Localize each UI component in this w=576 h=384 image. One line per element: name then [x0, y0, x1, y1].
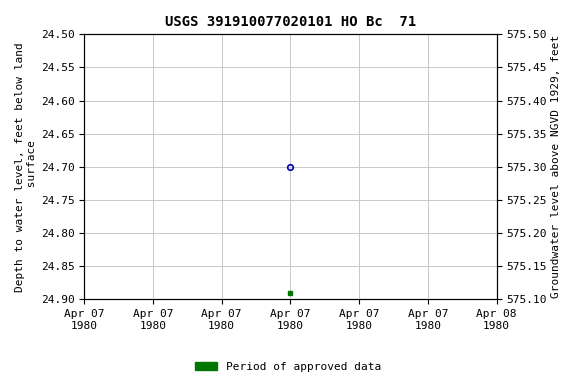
Y-axis label: Depth to water level, feet below land
 surface: Depth to water level, feet below land su…	[15, 42, 37, 292]
Legend: Period of approved data: Period of approved data	[191, 358, 385, 377]
Y-axis label: Groundwater level above NGVD 1929, feet: Groundwater level above NGVD 1929, feet	[551, 35, 561, 298]
Title: USGS 391910077020101 HO Bc  71: USGS 391910077020101 HO Bc 71	[165, 15, 416, 29]
